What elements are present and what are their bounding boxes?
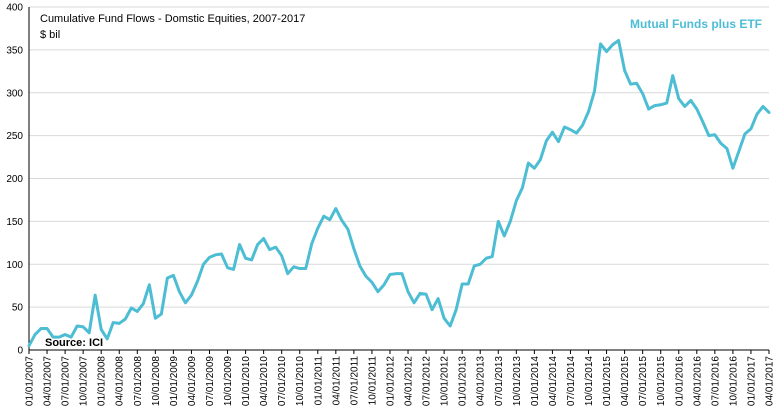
x-tick-label: 04/01/2013 bbox=[476, 356, 487, 406]
x-tick-label: 01/01/2010 bbox=[241, 356, 252, 406]
x-tick-label: 04/01/2017 bbox=[765, 356, 773, 406]
x-tick-label: 01/01/2016 bbox=[674, 356, 685, 406]
x-tick-label: 10/01/2016 bbox=[728, 356, 739, 406]
x-tick-label: 04/01/2014 bbox=[548, 356, 559, 406]
x-tick-label: 07/01/2009 bbox=[205, 356, 216, 406]
x-tick-label: 07/01/2007 bbox=[61, 356, 72, 406]
x-tick-label: 04/01/2007 bbox=[43, 356, 54, 406]
x-tick-label: 01/01/2012 bbox=[385, 356, 396, 406]
x-tick-label: 10/01/2008 bbox=[151, 356, 162, 406]
series-line-mutual-funds-plus-etf bbox=[27, 38, 771, 348]
y-tick-labels: 0 50 100 150 200 250 300 350 400 bbox=[6, 3, 23, 357]
x-tick-label: 01/01/2015 bbox=[602, 356, 613, 406]
x-tick-label: 01/01/2014 bbox=[530, 356, 541, 406]
x-tick-label: 01/01/2013 bbox=[458, 356, 469, 406]
y-tick-label: 50 bbox=[12, 303, 24, 314]
x-tick-label: 04/01/2008 bbox=[115, 356, 126, 406]
x-tick-label: 10/01/2015 bbox=[656, 356, 667, 406]
y-tick-label: 300 bbox=[6, 88, 23, 99]
x-tick-label: 04/01/2016 bbox=[692, 356, 703, 406]
x-tick-label: 04/01/2012 bbox=[404, 356, 415, 406]
x-tick-label: 07/01/2011 bbox=[349, 356, 360, 406]
grid-lines bbox=[29, 6, 769, 308]
chart-subtitle: $ bil bbox=[40, 29, 60, 41]
y-tick-label: 350 bbox=[6, 45, 23, 56]
x-tick-label: 10/01/2009 bbox=[223, 356, 234, 406]
y-tick-label: 400 bbox=[6, 3, 23, 14]
x-tick-label: 04/01/2009 bbox=[187, 356, 198, 406]
x-tick-label: 07/01/2008 bbox=[133, 356, 144, 406]
x-tick-label: 01/01/2017 bbox=[746, 356, 757, 406]
x-tick-label: 10/01/2012 bbox=[440, 356, 451, 406]
source-note: Source: ICI bbox=[45, 337, 103, 349]
x-tick-label: 01/01/2008 bbox=[97, 356, 108, 406]
y-tick-label: 150 bbox=[6, 217, 23, 228]
x-tick-label: 07/01/2016 bbox=[710, 356, 721, 406]
y-tick-label: 100 bbox=[6, 260, 23, 271]
x-tick-label: 10/01/2007 bbox=[79, 356, 90, 406]
x-tick-label: 07/01/2013 bbox=[494, 356, 505, 406]
x-tick-label: 04/01/2011 bbox=[331, 356, 342, 406]
y-tick-label: 250 bbox=[6, 131, 23, 142]
x-tick-label: 07/01/2015 bbox=[638, 356, 649, 406]
x-tick-label: 04/01/2015 bbox=[620, 356, 631, 406]
x-tick-label: 01/01/2011 bbox=[313, 356, 324, 406]
x-tick-label: 07/01/2014 bbox=[566, 356, 577, 406]
legend-entry: Mutual Funds plus ETF bbox=[630, 17, 762, 31]
series-lines bbox=[27, 38, 771, 348]
chart-title: Cumulative Fund Flows - Domstic Equities… bbox=[40, 13, 305, 25]
x-tick-label: 07/01/2010 bbox=[277, 356, 288, 406]
x-tick-label: 10/01/2014 bbox=[584, 356, 595, 406]
x-tick-label: 10/01/2010 bbox=[295, 356, 306, 406]
y-tick-label: 0 bbox=[17, 346, 23, 357]
x-tick-label: 04/01/2010 bbox=[259, 356, 270, 406]
x-tick-label: 01/01/2009 bbox=[169, 356, 180, 406]
y-tick-label: 200 bbox=[6, 174, 23, 185]
x-tick-label: 10/01/2011 bbox=[367, 356, 378, 406]
x-tick-label: 07/01/2012 bbox=[422, 356, 433, 406]
x-tick-label: 10/01/2013 bbox=[512, 356, 523, 406]
axes bbox=[28, 7, 769, 351]
x-tick-label: 01/01/2007 bbox=[25, 356, 36, 406]
x-tick-labels: 01/01/2007 04/01/2007 07/01/2007 10/01/2007… bbox=[25, 350, 773, 406]
